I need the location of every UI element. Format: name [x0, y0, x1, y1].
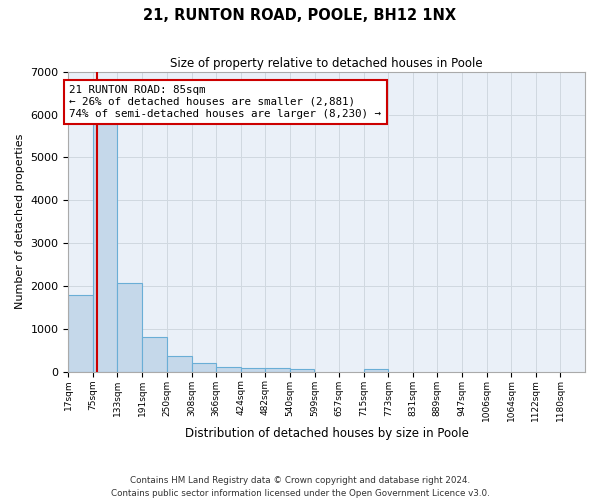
Bar: [191, 363, 216, 372]
Bar: [93, 124, 118, 372]
Text: Contains HM Land Registry data © Crown copyright and database right 2024.
Contai: Contains HM Land Registry data © Crown c…: [110, 476, 490, 498]
Bar: [216, 367, 241, 372]
Bar: [167, 356, 191, 372]
Bar: [364, 368, 388, 372]
X-axis label: Distribution of detached houses by size in Poole: Distribution of detached houses by size …: [185, 427, 469, 440]
Bar: [265, 368, 290, 372]
Text: 21, RUNTON ROAD, POOLE, BH12 1NX: 21, RUNTON ROAD, POOLE, BH12 1NX: [143, 8, 457, 22]
Bar: [118, 284, 142, 372]
Y-axis label: Number of detached properties: Number of detached properties: [15, 134, 25, 310]
Text: 21 RUNTON ROAD: 85sqm
← 26% of detached houses are smaller (2,881)
74% of semi-d: 21 RUNTON ROAD: 85sqm ← 26% of detached …: [69, 86, 381, 118]
Title: Size of property relative to detached houses in Poole: Size of property relative to detached ho…: [170, 58, 483, 70]
Bar: [290, 368, 314, 372]
Bar: [68, 296, 93, 372]
Bar: [142, 336, 167, 372]
Bar: [241, 368, 265, 372]
